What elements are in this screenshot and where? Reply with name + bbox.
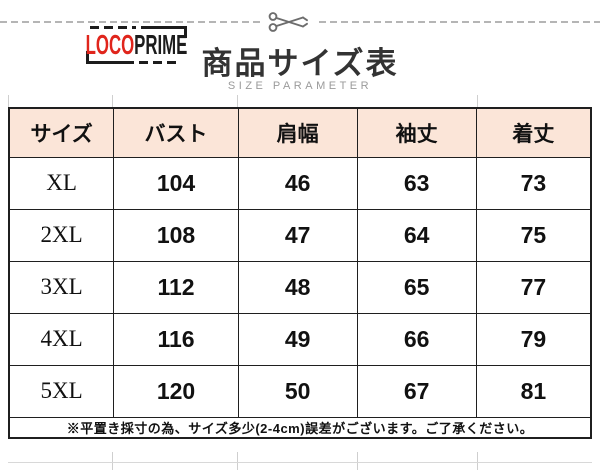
column-header-bust: バスト bbox=[113, 107, 239, 158]
table-row-2xl: 2XL 108 47 64 75 bbox=[8, 208, 592, 262]
length-cell: 81 bbox=[475, 364, 592, 418]
sleeve-cell: 66 bbox=[356, 312, 477, 366]
bust-cell: 104 bbox=[113, 156, 239, 210]
crop-artifact-line bbox=[237, 95, 238, 107]
table-row-3xl: 3XL 112 48 65 77 bbox=[8, 260, 592, 314]
logo-text: LOCO PRIME bbox=[86, 28, 188, 62]
length-cell: 77 bbox=[475, 260, 592, 314]
crop-artifact-line bbox=[8, 95, 9, 107]
size-table: サイズ バスト 肩幅 袖丈 着丈 XL 104 46 63 73 2XL 108… bbox=[8, 107, 592, 439]
sleeve-cell: 64 bbox=[356, 208, 477, 262]
shoulder-cell: 47 bbox=[237, 208, 358, 262]
table-header-row: サイズ バスト 肩幅 袖丈 着丈 bbox=[8, 107, 592, 158]
size-cell: 5XL bbox=[8, 364, 115, 418]
size-cell: 3XL bbox=[8, 260, 115, 314]
sleeve-cell: 63 bbox=[356, 156, 477, 210]
shoulder-cell: 50 bbox=[237, 364, 358, 418]
size-cell: 4XL bbox=[8, 312, 115, 366]
shoulder-cell: 49 bbox=[237, 312, 358, 366]
size-cell: XL bbox=[8, 156, 115, 210]
logo-text-prime: PRIME bbox=[134, 29, 188, 60]
logo-frame-bottom-left bbox=[86, 51, 134, 64]
length-cell: 75 bbox=[475, 208, 592, 262]
column-header-shoulder: 肩幅 bbox=[237, 107, 358, 158]
logo-frame-top-dash bbox=[90, 26, 136, 29]
page-title: 商品サイズ表 bbox=[201, 46, 399, 81]
column-header-length: 着丈 bbox=[475, 107, 592, 158]
crop-artifact-line bbox=[237, 452, 238, 470]
logo-text-loco: LOCO bbox=[85, 29, 135, 60]
bust-cell: 112 bbox=[113, 260, 239, 314]
crop-artifact-line bbox=[112, 95, 113, 107]
crop-artifact-line bbox=[357, 452, 358, 470]
table-note-row: ※平置き採寸の為、サイズ多少(2-4cm)誤差がございます。ご了承ください。 bbox=[8, 416, 592, 438]
crop-artifact-line bbox=[112, 452, 113, 470]
logo-frame-bottom-dash bbox=[139, 61, 177, 64]
bust-cell: 108 bbox=[113, 208, 239, 262]
length-cell: 79 bbox=[475, 312, 592, 366]
size-cell: 2XL bbox=[8, 208, 115, 262]
sleeve-cell: 65 bbox=[356, 260, 477, 314]
crop-artifact-line bbox=[477, 452, 478, 470]
table-row-4xl: 4XL 116 49 66 79 bbox=[8, 312, 592, 366]
bust-cell: 116 bbox=[113, 312, 239, 366]
shoulder-cell: 48 bbox=[237, 260, 358, 314]
table-row-xl: XL 104 46 63 73 bbox=[8, 156, 592, 210]
crop-artifact-line bbox=[477, 95, 478, 107]
shoulder-cell: 46 bbox=[237, 156, 358, 210]
page-subtitle: SIZE PARAMETER bbox=[227, 80, 373, 92]
bust-cell: 120 bbox=[113, 364, 239, 418]
column-header-size: サイズ bbox=[8, 107, 115, 158]
column-header-sleeve: 袖丈 bbox=[356, 107, 477, 158]
table-row-5xl: 5XL 120 50 67 81 bbox=[8, 364, 592, 418]
scissors-icon bbox=[262, 9, 316, 35]
logo-frame-top-right bbox=[141, 26, 187, 38]
measurement-note: ※平置き採寸の為、サイズ多少(2-4cm)誤差がございます。ご了承ください。 bbox=[8, 416, 592, 438]
sleeve-cell: 67 bbox=[356, 364, 477, 418]
brand-logo: LOCO PRIME bbox=[86, 26, 187, 64]
length-cell: 73 bbox=[475, 156, 592, 210]
crop-artifact-line bbox=[8, 462, 592, 463]
